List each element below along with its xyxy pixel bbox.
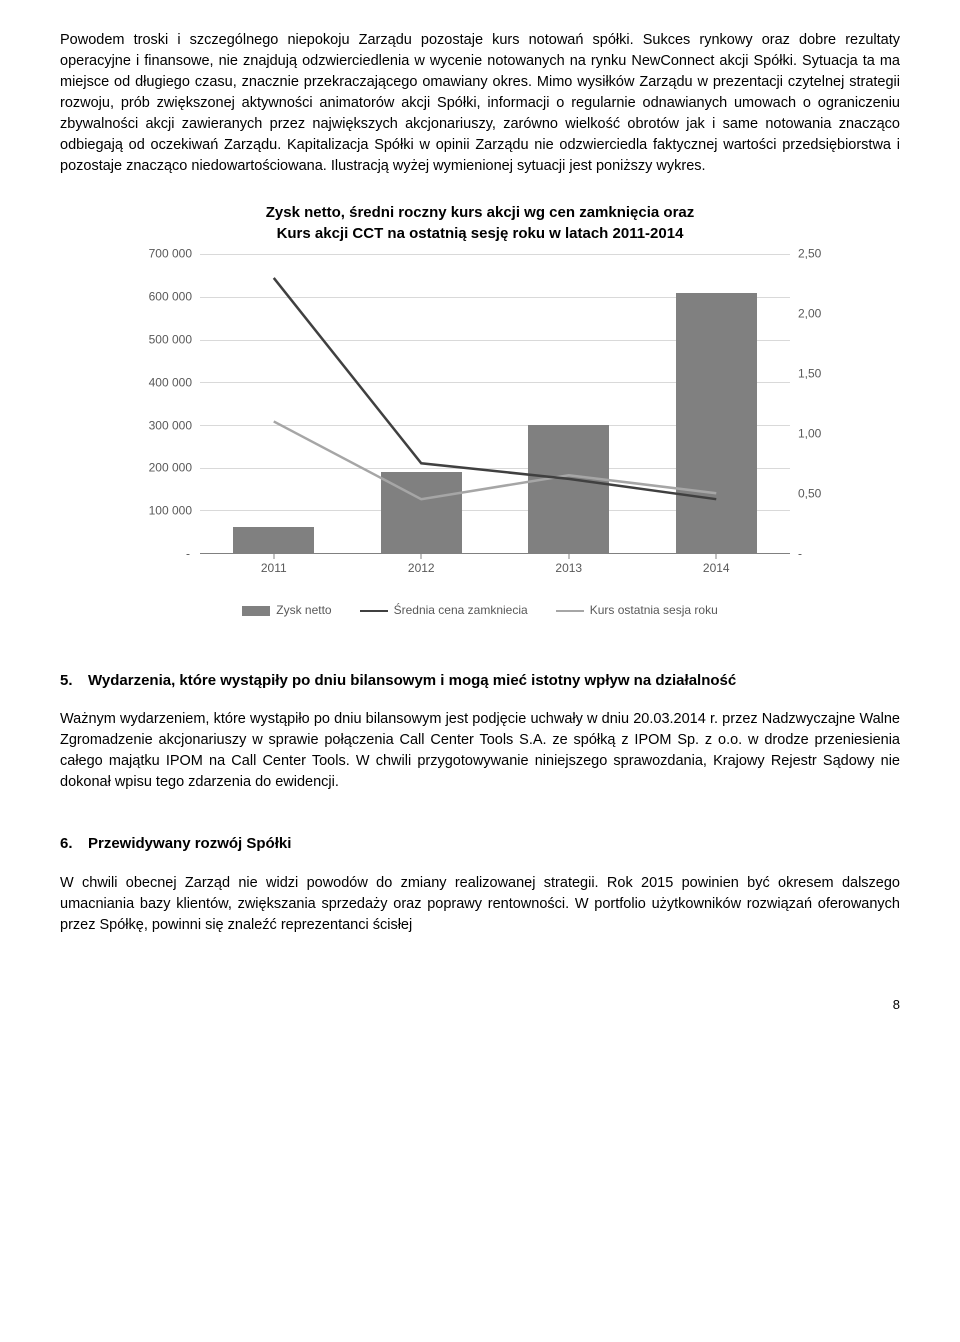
y-left-tick: 400 000 [132, 374, 192, 391]
y-left-tick: 700 000 [132, 245, 192, 262]
section-6-heading: 6. Przewidywany rozwój Spółki [60, 833, 900, 855]
y-right-tick: 0,50 [798, 485, 833, 502]
y-right-tick: 1,50 [798, 365, 833, 382]
chart-legend: Zysk netto Średnia cena zamkniecia Kurs … [130, 602, 830, 619]
section-6-title: Przewidywany rozwój Spółki [88, 833, 291, 855]
line-last-session [274, 422, 717, 500]
y-right-zero: - [798, 545, 802, 562]
line-avg-close [274, 278, 717, 499]
legend-swatch-bar [242, 606, 270, 616]
x-tick [421, 554, 422, 559]
section-5-number: 5. [60, 670, 88, 692]
x-tick [568, 554, 569, 559]
chart-title-line1: Zysk netto, średni roczny kurs akcji wg … [266, 204, 695, 221]
y-right-tick: 2,50 [798, 245, 833, 262]
chart-container: 700 000600 000500 000400 000300 000200 0… [130, 254, 830, 619]
paragraph-intro: Powodem troski i szczególnego niepokoju … [60, 30, 900, 177]
y-left-tick: 600 000 [132, 288, 192, 305]
chart-area: 700 000600 000500 000400 000300 000200 0… [130, 254, 830, 594]
section-5-paragraph: Ważnym wydarzeniem, które wystąpiło po d… [60, 709, 900, 793]
y-left-tick: 100 000 [132, 503, 192, 520]
y-left-tick: 200 000 [132, 460, 192, 477]
x-axis-label: 2014 [703, 560, 730, 577]
x-axis-label: 2012 [408, 560, 435, 577]
chart-title: Zysk netto, średni roczny kurs akcji wg … [60, 202, 900, 244]
y-right-tick: 1,00 [798, 425, 833, 442]
y-right-tick: 2,00 [798, 305, 833, 322]
section-6-paragraph: W chwili obecnej Zarząd nie widzi powodó… [60, 873, 900, 936]
page-number: 8 [60, 996, 900, 1015]
x-tick [716, 554, 717, 559]
chart-lines-svg [200, 254, 790, 553]
plot-area [200, 254, 790, 554]
x-axis-label: 2011 [261, 560, 287, 577]
legend-label-bar: Zysk netto [276, 602, 331, 619]
legend-swatch-line1 [360, 610, 388, 613]
legend-item-bar: Zysk netto [242, 602, 331, 619]
y-axis-left: 700 000600 000500 000400 000300 000200 0… [130, 254, 200, 554]
legend-label-line2: Kurs ostatnia sesja roku [590, 602, 718, 619]
section-6-number: 6. [60, 833, 88, 855]
chart-title-line2: Kurs akcji CCT na ostatnią sesję roku w … [277, 225, 684, 242]
x-tick [273, 554, 274, 559]
y-left-zero: - [186, 545, 190, 562]
y-left-tick: 300 000 [132, 417, 192, 434]
legend-swatch-line2 [556, 610, 584, 613]
legend-item-line1: Średnia cena zamkniecia [360, 602, 528, 619]
y-left-tick: 500 000 [132, 331, 192, 348]
section-5-heading: 5. Wydarzenia, które wystąpiły po dniu b… [60, 670, 900, 692]
legend-item-line2: Kurs ostatnia sesja roku [556, 602, 718, 619]
section-5-title: Wydarzenia, które wystąpiły po dniu bila… [88, 670, 736, 692]
y-axis-right: 2,502,001,501,000,50- [790, 254, 830, 554]
x-axis-labels: 2011 2012 2013 2014 [200, 554, 790, 594]
x-axis-label: 2013 [555, 560, 582, 577]
legend-label-line1: Średnia cena zamkniecia [394, 602, 528, 619]
